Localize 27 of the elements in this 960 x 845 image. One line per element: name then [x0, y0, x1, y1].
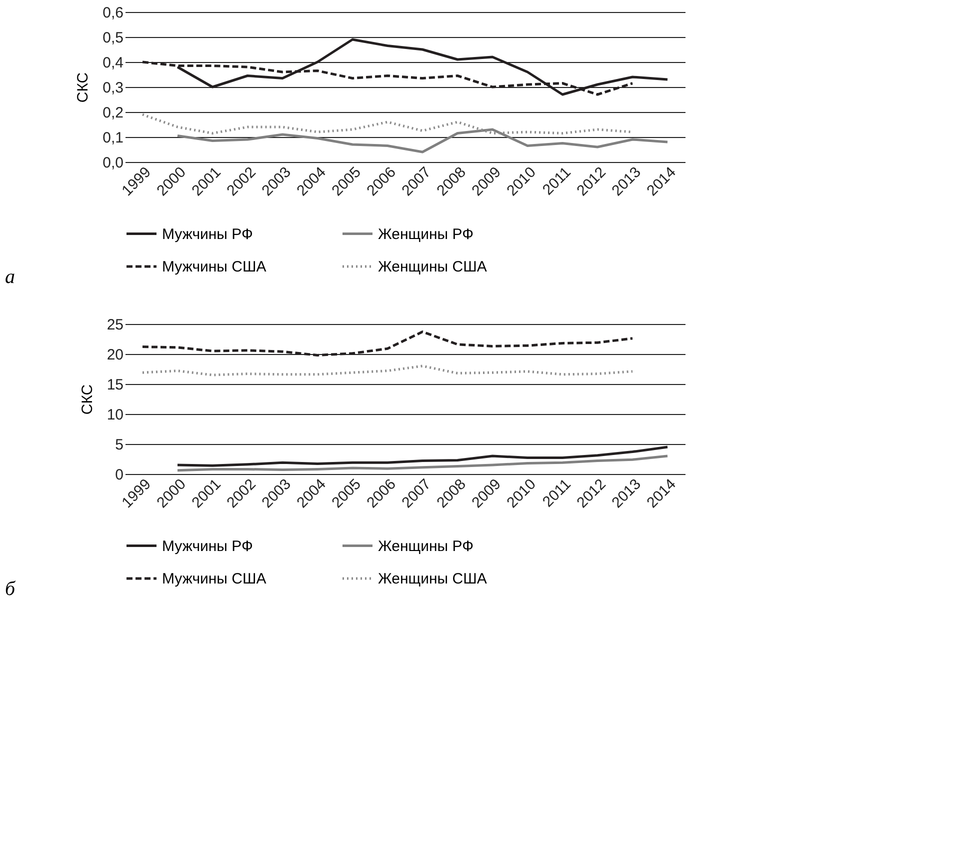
legend-label: Женщины США: [378, 570, 487, 588]
y-tick-label: 0,6: [102, 4, 124, 22]
legend-label: Женщины РФ: [378, 226, 474, 243]
line-series: [141, 364, 634, 376]
y-tick-label: 5: [115, 436, 124, 454]
text: а: [5, 266, 15, 288]
legend-label: Мужчины США: [162, 258, 266, 276]
y-tick-label: 25: [106, 316, 124, 334]
legend-label: Мужчины РФ: [162, 226, 253, 243]
y-axis-title: СКС: [78, 384, 96, 415]
y-tick-label: 10: [106, 406, 124, 424]
y-tick-label: 0,5: [102, 30, 124, 46]
y-tick-label: 0,4: [102, 54, 124, 72]
y-axis-title: СКС: [74, 72, 92, 103]
line-series: [176, 454, 669, 472]
text: б: [5, 578, 16, 600]
y-tick-label: 0,0: [102, 154, 124, 172]
y-tick-label: 15: [106, 376, 124, 394]
y-tick-label: 0: [115, 466, 124, 484]
legend-label: Женщины РФ: [378, 538, 474, 555]
legend-label: Мужчины США: [162, 570, 266, 588]
legend-label: Женщины США: [378, 258, 487, 276]
legend-label: Мужчины РФ: [162, 538, 253, 555]
y-tick-label: 0,3: [102, 80, 124, 96]
y-tick-label: 0,1: [102, 130, 124, 146]
y-tick-label: 0,2: [102, 104, 124, 122]
y-tick-label: 20: [106, 346, 124, 364]
